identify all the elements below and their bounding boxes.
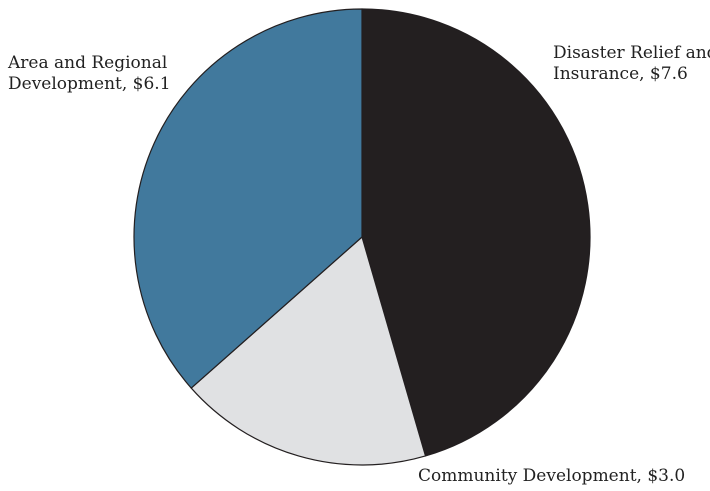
pie-label-line: Development, $6.1 xyxy=(8,74,171,94)
pie-label-line: Insurance, $7.6 xyxy=(553,64,688,84)
pie-label-disaster-relief: Disaster Relief and Insurance, $7.6 xyxy=(553,43,710,84)
pie-label-area-regional-development: Area and Regional Development, $6.1 xyxy=(7,53,171,94)
pie-slice-community-development xyxy=(190,236,427,466)
pie-label-community-development: Community Development, $3.0 xyxy=(418,466,685,486)
pie-label-line: Community Development, $3.0 xyxy=(418,466,685,486)
pie-label-line: Disaster Relief and xyxy=(553,43,710,63)
pie-slice-area-regional-development xyxy=(133,8,363,389)
pie-labels: Disaster Relief and Insurance, $7.6 Commun… xyxy=(7,43,710,486)
pie-label-line: Area and Regional xyxy=(7,53,167,73)
pie-slice-disaster-relief xyxy=(361,8,591,457)
pie-slices xyxy=(133,8,591,466)
